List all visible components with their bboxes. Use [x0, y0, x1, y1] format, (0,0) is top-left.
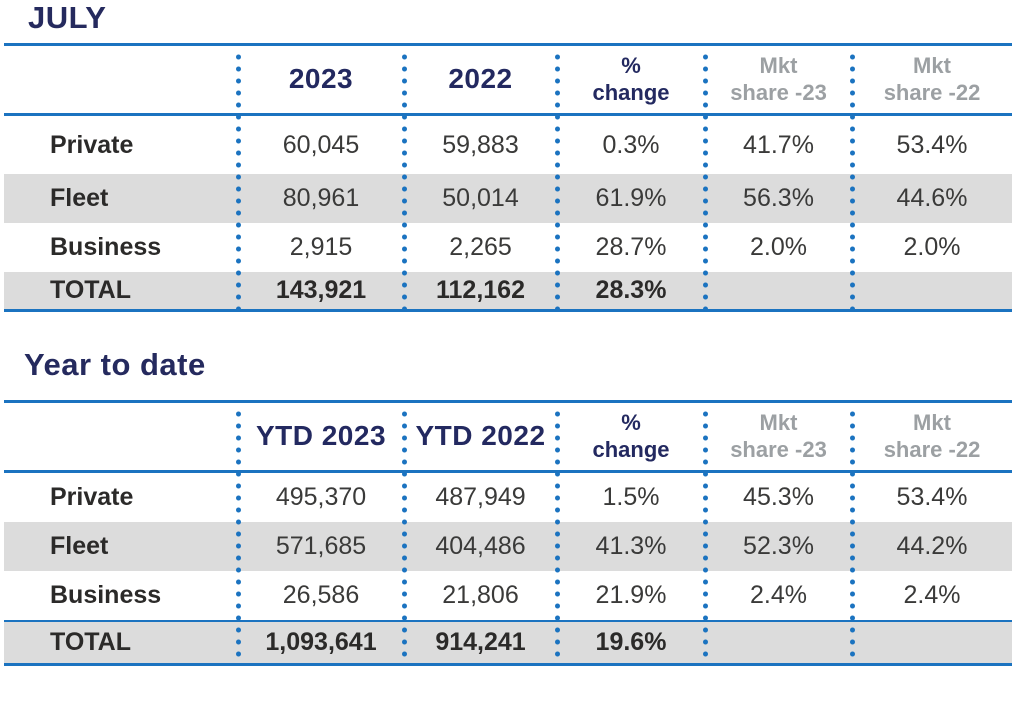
cell-mkt-share-22: 53.4%: [896, 483, 968, 511]
cell-ytd-2023: 26,586: [282, 581, 360, 609]
cell-mkt-share-22: 53.4%: [896, 130, 968, 159]
cell-mkt-share-22: 44.2%: [896, 532, 968, 560]
july-row-private: Private 60,045 59,883 0.3% 41.7% 53.4%: [4, 116, 1012, 174]
row-label: Fleet: [50, 184, 109, 212]
row-label: TOTAL: [50, 276, 132, 304]
july-section-title: JULY: [28, 0, 107, 35]
ytd-header-2022: YTD 2022: [415, 420, 546, 452]
cell-2022: 59,883: [442, 130, 519, 159]
cell-mkt-share-23: 41.7%: [743, 130, 814, 159]
mkt-header-line1: Mkt: [913, 52, 951, 78]
cell-pct-change: 28.3%: [595, 276, 667, 304]
row-label: TOTAL: [50, 628, 132, 656]
cell-mkt-share-23: [705, 622, 852, 663]
year-to-date-table: YTD 2023 YTD 2022 % change Mkt share -23…: [4, 400, 1012, 666]
july-header-empty-cell: [4, 46, 238, 113]
july-header-mkt-share-23: Mkt share -23: [705, 46, 852, 113]
july-row-fleet: Fleet 80,961 50,014 61.9% 56.3% 44.6%: [4, 174, 1012, 223]
cell-mkt-share-23: 45.3%: [743, 483, 814, 511]
mkt-share-23-header-line2: share -23: [730, 436, 827, 462]
row-label: Business: [50, 581, 162, 609]
july-row-total: TOTAL 143,921 112,162 28.3%: [4, 272, 1012, 312]
cell-mkt-share-22: 44.6%: [896, 184, 968, 212]
pct-change-header-line1: %: [621, 409, 641, 435]
ytd-row-private: Private 495,370 487,949 1.5% 45.3% 53.4%: [4, 473, 1012, 522]
cell-2023: 80,961: [282, 184, 360, 212]
ytd-header-2023: YTD 2023: [255, 420, 387, 452]
cell-pct-change: 19.6%: [595, 628, 667, 656]
cell-ytd-2023: 495,370: [275, 483, 367, 511]
july-header-mkt-share-22: Mkt share -22: [852, 46, 1012, 113]
cell-mkt-share-23: [705, 272, 852, 309]
cell-2022: 2,265: [449, 233, 512, 261]
mkt-share-22-header-line2: share -22: [883, 436, 981, 462]
july-header-2023: 2023: [288, 63, 354, 95]
mkt-share-22-header-line2: share -22: [883, 79, 981, 105]
cell-pct-change: 0.3%: [602, 130, 660, 159]
cell-ytd-2022: 404,486: [435, 532, 526, 560]
row-label: Private: [50, 483, 134, 511]
cell-mkt-share-22: [852, 622, 1012, 663]
pct-change-header-line2: change: [592, 436, 670, 462]
ytd-table-header-row: YTD 2023 YTD 2022 % change Mkt share -23…: [4, 403, 1012, 473]
row-label: Private: [50, 130, 134, 159]
cell-2023: 2,915: [289, 233, 353, 261]
cell-mkt-share-22: 2.4%: [903, 581, 961, 609]
cell-ytd-2022: 487,949: [435, 483, 526, 511]
cell-pct-change: 21.9%: [595, 581, 667, 609]
ytd-header-mkt-share-22: Mkt share -22: [852, 403, 1012, 470]
cell-ytd-2023: 571,685: [275, 532, 367, 560]
july-row-business: Business 2,915 2,265 28.7% 2.0% 2.0%: [4, 223, 1012, 272]
row-label: Business: [50, 233, 162, 261]
july-table: 2023 2022 % change Mkt share -23 Mkt sha…: [4, 43, 1012, 312]
pct-change-header-line1: %: [621, 52, 641, 78]
pct-change-header-line2: change: [592, 79, 670, 105]
ytd-header-pct-change: % change: [557, 403, 705, 470]
cell-2022: 112,162: [436, 276, 525, 304]
cell-pct-change: 41.3%: [595, 532, 667, 560]
cell-ytd-2022: 21,806: [442, 581, 519, 609]
cell-mkt-share-22: 2.0%: [903, 233, 961, 261]
cell-2023: 60,045: [282, 130, 360, 159]
cell-mkt-share-23: 2.0%: [750, 233, 807, 261]
cell-mkt-share-23: 2.4%: [750, 581, 807, 609]
cell-pct-change: 1.5%: [602, 483, 660, 511]
cell-mkt-share-23: 52.3%: [743, 532, 814, 560]
mkt-header-line1: Mkt: [759, 52, 798, 78]
july-table-header-row: 2023 2022 % change Mkt share -23 Mkt sha…: [4, 46, 1012, 116]
mkt-header-line1: Mkt: [913, 409, 951, 435]
ytd-row-business: Business 26,586 21,806 21.9% 2.4% 2.4%: [4, 571, 1012, 620]
july-header-pct-change: % change: [557, 46, 705, 113]
mkt-share-23-header-line2: share -23: [730, 79, 827, 105]
cell-ytd-2023: 1,093,641: [265, 628, 377, 656]
ytd-row-fleet: Fleet 571,685 404,486 41.3% 52.3% 44.2%: [4, 522, 1012, 571]
cell-mkt-share-23: 56.3%: [743, 184, 814, 212]
cell-ytd-2022: 914,241: [435, 628, 526, 656]
mkt-header-line1: Mkt: [759, 409, 798, 435]
row-label: Fleet: [50, 532, 109, 560]
ytd-row-total: TOTAL 1,093,641 914,241 19.6%: [4, 620, 1012, 666]
july-header-2022: 2022: [448, 63, 513, 95]
ytd-header-empty-cell: [4, 403, 238, 470]
cell-2022: 50,014: [442, 184, 519, 212]
cell-mkt-share-22: [852, 272, 1012, 309]
cell-pct-change: 61.9%: [595, 184, 667, 212]
cell-2023: 143,921: [275, 276, 367, 304]
ytd-header-mkt-share-23: Mkt share -23: [705, 403, 852, 470]
ytd-section-title: Year to date: [24, 347, 206, 382]
cell-pct-change: 28.7%: [595, 233, 667, 261]
